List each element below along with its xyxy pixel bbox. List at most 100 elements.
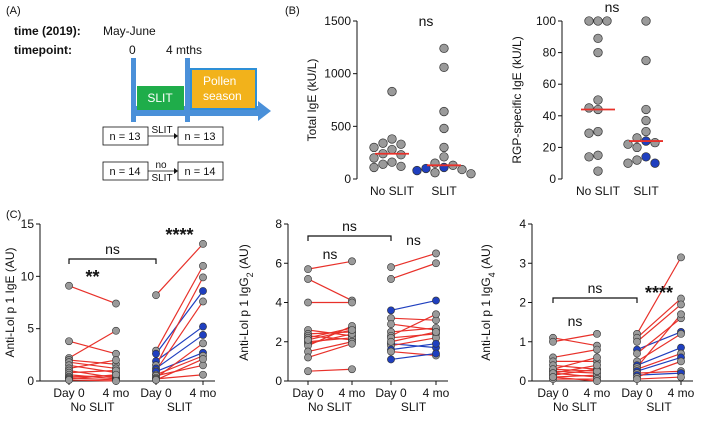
y-tick-label: 4: [275, 296, 282, 310]
y-tick-label: 1500: [324, 14, 351, 28]
pair-line: [636, 370, 682, 374]
chart-anti-lolp1-ige: 0 5 10 15 Anti-Lol p 1 IgE (AU) Day 0 4 mo Day …: [3, 217, 217, 414]
significance-bracket: [552, 297, 638, 303]
data-point-4mo: [112, 356, 120, 364]
data-point-4mo: [432, 259, 440, 268]
data-point: [412, 165, 422, 176]
data-point: [439, 43, 449, 54]
pair-line: [552, 368, 598, 376]
data-point-day0: [387, 275, 395, 283]
data-point-day0: [549, 373, 557, 381]
data-point-4mo: [199, 339, 207, 348]
data-point: [439, 123, 449, 134]
data-point-4mo: [677, 329, 685, 338]
row2-left-text: n = 14: [110, 166, 141, 178]
chart-total-ige: 0 500 1000 1500 Total IgE (kU/L) No SLIT SLIT n…: [305, 13, 476, 198]
bracket-label: ns: [105, 241, 120, 257]
x-category-label: No SLIT: [576, 184, 621, 198]
data-point-day0: [304, 298, 312, 307]
y-axis-label-base: Anti-Lol p 1 IgG: [237, 277, 251, 360]
pair-line: [390, 313, 437, 337]
data-point: [650, 138, 660, 148]
y-tick-label: 3: [519, 256, 526, 270]
y-tick-label: 40: [543, 109, 557, 123]
panel-a: (A) time (2019): May-June timepoint: 0 4…: [6, 5, 271, 184]
data-point-day0: [387, 306, 395, 315]
y-tick-label: 0: [549, 172, 556, 186]
pair-line: [390, 327, 437, 333]
x-tick-label: 4 mo: [584, 386, 611, 400]
pair-line: [636, 352, 682, 370]
pair-line: [552, 349, 598, 359]
data-point-day0: [304, 265, 312, 274]
data-point-day0: [304, 367, 312, 376]
data-point: [584, 103, 594, 113]
timepoint-0: 0: [129, 43, 136, 57]
pair-line: [390, 343, 437, 351]
pair-line: [552, 368, 598, 372]
data-point-4mo: [348, 298, 356, 307]
row1-right-text: n = 13: [185, 131, 216, 143]
pair-line: [636, 257, 682, 335]
data-point-day0: [387, 355, 395, 364]
data-point-4mo: [432, 349, 440, 358]
bracket-label: ns: [588, 280, 603, 296]
pair-line: [307, 343, 353, 359]
x-tick-label: Day 0: [375, 386, 407, 400]
data-point: [378, 159, 388, 169]
y-tick-label: 0: [27, 374, 34, 388]
row1-arrow-label: SLIT: [151, 125, 172, 136]
pair-line: [155, 352, 204, 373]
pair-line: [68, 359, 117, 365]
data-point-day0: [387, 263, 395, 272]
y-axis-label-base: Anti-Lol p 1 IgG: [479, 277, 493, 360]
pair-line: [390, 331, 437, 343]
data-point: [650, 158, 660, 168]
timepoint-label: timepoint:: [14, 43, 72, 57]
data-point-4mo: [677, 300, 685, 309]
pollen-label-line2: season: [203, 89, 242, 103]
data-point: [623, 158, 633, 168]
timepoint-4mths: 4 mths: [166, 43, 202, 57]
data-point-4mo: [199, 355, 207, 363]
pair-line: [636, 304, 682, 343]
pair-line: [636, 298, 682, 339]
data-point: [439, 62, 449, 72]
pair-line: [155, 243, 204, 296]
data-point-4mo: [677, 373, 685, 381]
x-tick-label: Day 0: [537, 386, 569, 400]
y-axis-label: Total IgE (kU/L): [305, 59, 319, 142]
y-axis-label-base: Anti-Lol p 1 IgE (AU): [3, 247, 17, 357]
data-point: [593, 150, 603, 160]
y-tick-label: 5: [27, 322, 34, 336]
data-point-4mo: [432, 328, 440, 336]
pair-line: [636, 333, 682, 362]
data-point: [396, 139, 406, 149]
pair-line: [552, 374, 598, 378]
data-point: [369, 142, 379, 153]
data-point-4mo: [593, 345, 601, 354]
x-group-label: SLIT: [401, 400, 427, 414]
data-point-4mo: [593, 353, 601, 362]
y-tick-label: 0: [344, 172, 351, 186]
y-tick-label: 4: [519, 217, 526, 231]
data-point: [593, 166, 603, 176]
data-point-4mo: [199, 273, 207, 282]
group-significance-label: ns: [568, 313, 583, 329]
pair-line: [155, 355, 204, 376]
data-point-day0: [387, 337, 395, 346]
slit-box-label: SLIT: [147, 91, 173, 105]
data-point: [439, 142, 449, 153]
pair-line: [552, 364, 598, 370]
data-point: [378, 138, 388, 148]
data-point-4mo: [348, 257, 356, 266]
data-point: [430, 158, 440, 168]
group-significance-label: ****: [645, 283, 673, 303]
y-tick-label: 8: [275, 217, 282, 231]
time-value: May-June: [103, 24, 156, 38]
data-point: [641, 104, 651, 115]
data-point-4mo: [199, 261, 207, 270]
y-axis-label: Anti-Lol p 1 IgE (AU): [3, 247, 17, 357]
data-point-day0: [152, 376, 160, 384]
